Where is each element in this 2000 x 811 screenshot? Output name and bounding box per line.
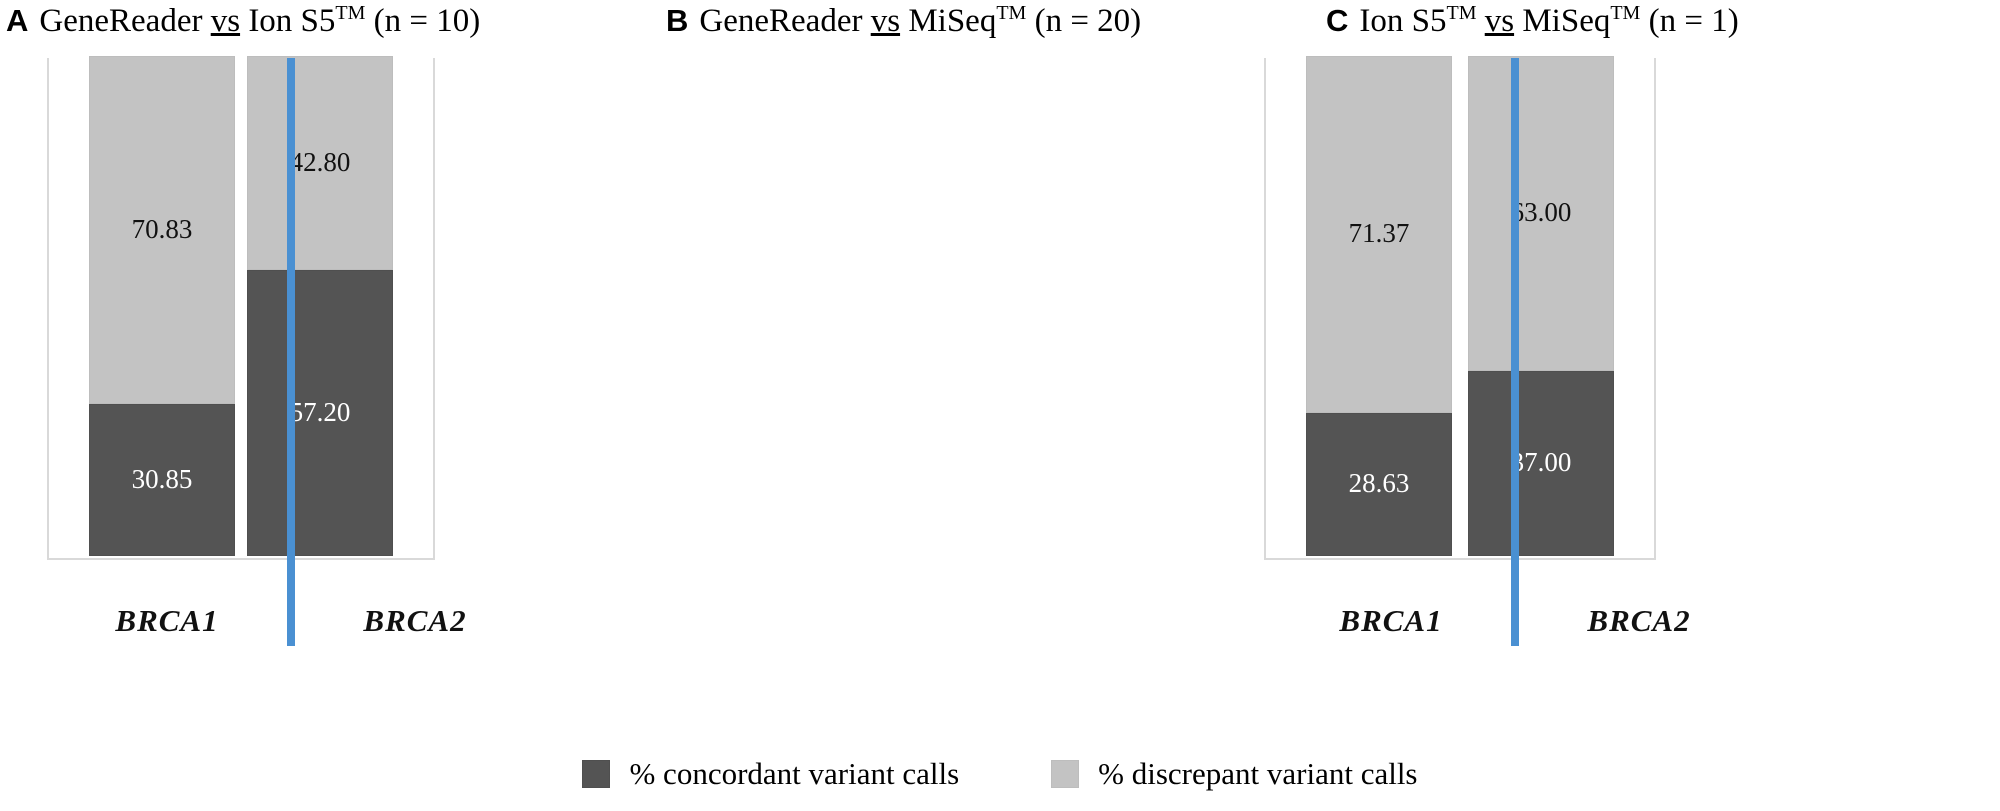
- panel-b-brca1-concordant-segment[interactable]: 28.63: [1306, 413, 1452, 556]
- panel-c-title-trademark-first: TM: [1446, 2, 1477, 24]
- panel-a-brca2-discrepant-value: 42.80: [289, 146, 351, 177]
- panel-b-letter: B: [666, 3, 689, 38]
- panel-c-title-prefix: Ion S5: [1359, 3, 1447, 39]
- panel-b-brca2-concordant-segment[interactable]: 37.00: [1468, 371, 1614, 556]
- panel-b-brca2-concordant-value: 37.00: [1510, 447, 1572, 477]
- panel-c-title: C Ion S5TM vs MiSeqTM (n = 1): [1320, 0, 2000, 46]
- panel-b-title-vs: vs: [870, 3, 901, 39]
- panel-a-bar-brca1[interactable]: 30.85 70.83: [89, 56, 235, 556]
- panel-b-axis-left: [1264, 58, 1266, 558]
- panel-b-title-middle: MiSeq: [900, 3, 997, 39]
- panel-b-bar-brca2[interactable]: 37.00 63.00: [1468, 56, 1614, 556]
- panel-b-title: B GeneReader vs MiSeqTM (n = 20): [660, 0, 1320, 46]
- panel-b-title-trademark: TM: [996, 2, 1027, 24]
- panel-a-title-vs: vs: [210, 3, 241, 39]
- panel-a-axis-left: [47, 58, 49, 558]
- legend-label-discrepant: % discrepant variant calls: [1098, 756, 1418, 791]
- panel-b-category-brca1: BRCA1: [1339, 603, 1443, 638]
- panel-c-title-suffix: (n = 1): [1640, 3, 1739, 39]
- panel-c-letter: C: [1326, 3, 1349, 38]
- panel-a-axis-baseline: [47, 558, 435, 560]
- panel-b-title-suffix: (n = 20): [1026, 3, 1142, 39]
- panel-b-category-brca2: BRCA2: [1587, 603, 1691, 638]
- panel-a-plot-area: 30.85 70.83 57.20 42.80: [47, 56, 435, 560]
- panel-b-brca2-discrepant-segment[interactable]: 63.00: [1468, 56, 1614, 371]
- panel-b: B GeneReader vs MiSeqTM (n = 20) 28.63 71…: [660, 0, 1690, 680]
- panel-b-plot-area: 28.63 71.37 37.00 63.00: [1264, 56, 1656, 560]
- panel-a-title: A GeneReader vs Ion S5TM (n = 10): [0, 0, 660, 46]
- panel-b-divider-line: [1511, 58, 1519, 646]
- panel-a-category-brca2: BRCA2: [363, 603, 467, 638]
- chart-legend: % concordant variant calls % discrepant …: [0, 748, 2000, 800]
- panel-a-brca1-discrepant-segment[interactable]: 70.83: [89, 56, 235, 404]
- panel-b-axis-right: [1654, 58, 1656, 558]
- panel-a-brca2-concordant-value: 57.20: [289, 396, 351, 427]
- legend-swatch-discrepant-icon: [1051, 760, 1080, 788]
- legend-item-concordant[interactable]: % concordant variant calls: [582, 756, 959, 792]
- legend-label-concordant: % concordant variant calls: [629, 756, 960, 791]
- panel-a-brca1-concordant-value: 30.85: [131, 463, 193, 494]
- panel-c-title-middle: MiSeq: [1514, 3, 1611, 39]
- panel-c-title-vs: vs: [1484, 3, 1515, 39]
- panel-a-letter: A: [6, 3, 29, 38]
- panel-a-brca1-concordant-segment[interactable]: 30.85: [89, 404, 235, 556]
- panel-b-brca1-discrepant-value: 71.37: [1348, 218, 1410, 248]
- panel-b-title-prefix: GeneReader: [699, 3, 871, 39]
- panel-b-brca2-discrepant-value: 63.00: [1510, 197, 1572, 227]
- panel-a-axis-right: [433, 58, 435, 558]
- panel-a-bar-brca2[interactable]: 57.20 42.80: [247, 56, 393, 556]
- panel-a-divider-line: [287, 58, 295, 646]
- legend-swatch-concordant-icon: [582, 760, 611, 788]
- panel-a-title-suffix: (n = 10): [365, 3, 481, 39]
- panel-b-bar-brca1[interactable]: 28.63 71.37: [1306, 56, 1452, 556]
- panel-a: A GeneReader vs Ion S5TM (n = 10) 30.85 7…: [0, 0, 660, 680]
- panel-a-title-trademark: TM: [335, 2, 366, 24]
- panel-a-brca1-discrepant-value: 70.83: [131, 213, 193, 244]
- panel-a-title-prefix: GeneReader: [39, 3, 211, 39]
- panel-c-title-trademark: TM: [1610, 2, 1641, 24]
- panel-b-brca1-concordant-value: 28.63: [1348, 468, 1410, 498]
- panel-b-brca1-discrepant-segment[interactable]: 71.37: [1306, 56, 1452, 413]
- legend-item-discrepant[interactable]: % discrepant variant calls: [1051, 756, 1418, 792]
- panel-a-brca2-discrepant-segment[interactable]: 42.80: [247, 56, 393, 270]
- panel-a-title-middle: Ion S5: [240, 3, 336, 39]
- panel-a-brca2-concordant-segment[interactable]: 57.20: [247, 270, 393, 556]
- panel-a-category-brca1: BRCA1: [115, 603, 219, 638]
- panel-b-axis-baseline: [1264, 558, 1656, 560]
